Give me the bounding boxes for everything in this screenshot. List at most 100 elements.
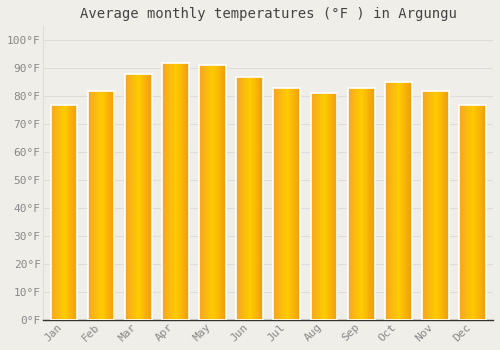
Bar: [287, 88, 288, 320]
Bar: [310, 93, 312, 320]
Bar: [292, 88, 294, 320]
Bar: [356, 88, 358, 320]
Bar: [171, 63, 172, 320]
Bar: [257, 77, 258, 320]
Bar: [317, 93, 318, 320]
Bar: [423, 91, 424, 320]
Bar: [244, 77, 246, 320]
Bar: [274, 88, 300, 320]
Bar: [364, 88, 365, 320]
Bar: [461, 105, 462, 320]
Bar: [210, 65, 212, 320]
Bar: [355, 88, 356, 320]
Bar: [252, 77, 254, 320]
Bar: [477, 105, 478, 320]
Bar: [207, 65, 208, 320]
Bar: [429, 91, 430, 320]
Bar: [108, 91, 110, 320]
Bar: [238, 77, 239, 320]
Bar: [288, 88, 290, 320]
Bar: [434, 91, 435, 320]
Bar: [348, 88, 374, 320]
Bar: [348, 88, 350, 320]
Bar: [256, 77, 257, 320]
Bar: [310, 93, 338, 320]
Bar: [278, 88, 279, 320]
Bar: [388, 82, 390, 320]
Bar: [216, 65, 217, 320]
Bar: [286, 88, 287, 320]
Bar: [464, 105, 465, 320]
Bar: [328, 93, 330, 320]
Bar: [434, 91, 436, 320]
Bar: [476, 105, 478, 320]
Bar: [285, 88, 286, 320]
Bar: [199, 65, 200, 320]
Title: Average monthly temperatures (°F ) in Argungu: Average monthly temperatures (°F ) in Ar…: [80, 7, 456, 21]
Bar: [144, 74, 146, 320]
Bar: [139, 74, 140, 320]
Bar: [140, 74, 141, 320]
Bar: [112, 91, 113, 320]
Bar: [336, 93, 338, 320]
Bar: [150, 74, 152, 320]
Bar: [217, 65, 218, 320]
Bar: [246, 77, 247, 320]
Bar: [249, 77, 250, 320]
Bar: [372, 88, 373, 320]
Bar: [174, 63, 176, 320]
Bar: [133, 74, 134, 320]
Bar: [180, 63, 182, 320]
Bar: [254, 77, 255, 320]
Bar: [96, 91, 97, 320]
Bar: [218, 65, 219, 320]
Bar: [368, 88, 370, 320]
Bar: [53, 105, 54, 320]
Bar: [239, 77, 240, 320]
Bar: [428, 91, 430, 320]
Bar: [437, 91, 438, 320]
Bar: [142, 74, 143, 320]
Bar: [323, 93, 324, 320]
Bar: [255, 77, 256, 320]
Bar: [348, 88, 349, 320]
Bar: [202, 65, 204, 320]
Bar: [104, 91, 106, 320]
Bar: [385, 82, 386, 320]
Bar: [439, 91, 440, 320]
Bar: [401, 82, 402, 320]
Bar: [438, 91, 439, 320]
Bar: [392, 82, 393, 320]
Bar: [480, 105, 481, 320]
Bar: [224, 65, 225, 320]
Bar: [320, 93, 322, 320]
Bar: [247, 77, 248, 320]
Bar: [209, 65, 210, 320]
Bar: [472, 105, 474, 320]
Bar: [424, 91, 425, 320]
Bar: [164, 63, 166, 320]
Bar: [410, 82, 411, 320]
Bar: [93, 91, 94, 320]
Bar: [102, 91, 103, 320]
Bar: [66, 105, 68, 320]
Bar: [258, 77, 259, 320]
Bar: [298, 88, 300, 320]
Bar: [463, 105, 464, 320]
Bar: [112, 91, 114, 320]
Bar: [260, 77, 262, 320]
Bar: [447, 91, 448, 320]
Bar: [471, 105, 472, 320]
Bar: [325, 93, 326, 320]
Bar: [431, 91, 432, 320]
Bar: [290, 88, 292, 320]
Bar: [200, 65, 201, 320]
Bar: [150, 74, 151, 320]
Bar: [131, 74, 132, 320]
Bar: [201, 65, 202, 320]
Bar: [100, 91, 101, 320]
Bar: [363, 88, 364, 320]
Bar: [106, 91, 108, 320]
Bar: [360, 88, 362, 320]
Bar: [393, 82, 394, 320]
